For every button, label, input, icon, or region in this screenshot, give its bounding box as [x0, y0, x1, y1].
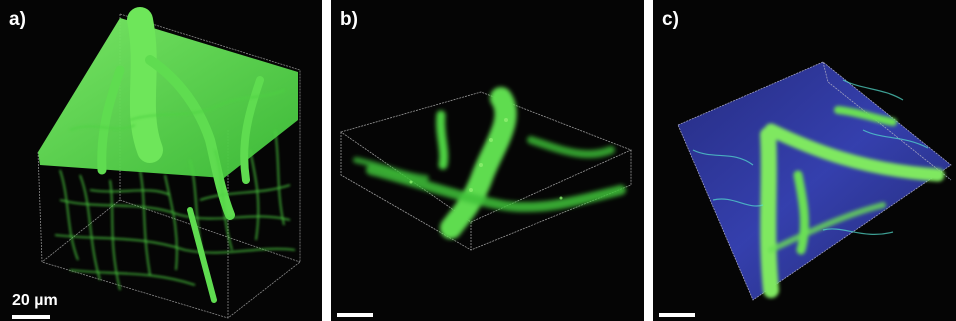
panel-c: c) [653, 0, 956, 321]
panel-label-b: b) [340, 9, 358, 30]
scale-bar-a [12, 315, 50, 319]
panel-a: a) 20 µm [0, 0, 322, 321]
scale-bar-label: 20 µm [12, 292, 58, 309]
panel-label-c: c) [662, 9, 679, 30]
scale-bar-b [337, 313, 373, 317]
vessel-volume-render-a [37, 7, 301, 319]
scale-bar-c [659, 313, 695, 317]
panel-label-a: a) [9, 9, 26, 30]
vessel-volume-render-b [340, 87, 633, 251]
panel-b: b) [331, 0, 644, 321]
vessel-volume-render-c [677, 61, 952, 301]
